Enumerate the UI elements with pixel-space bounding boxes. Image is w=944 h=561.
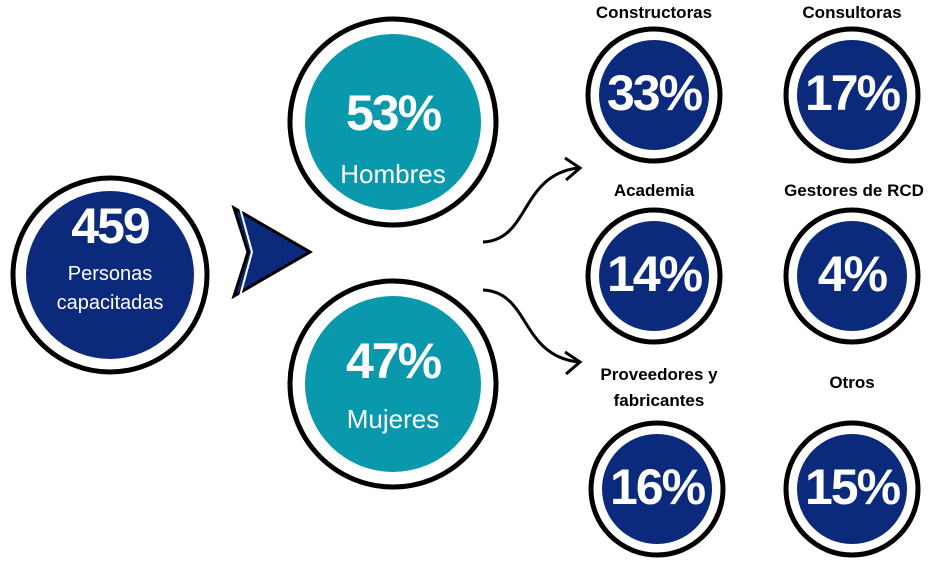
arrows [482, 156, 583, 376]
sector-value: 33% [606, 65, 703, 121]
sector-value: 16% [609, 459, 706, 515]
gender-label: Mujeres [346, 404, 440, 434]
sector-label: Consultoras [802, 3, 902, 22]
sector-label: Otros [829, 373, 875, 392]
total-value: 459 [71, 198, 150, 254]
women-circle [287, 278, 499, 490]
sector-value: 17% [804, 65, 901, 121]
sector-label: Academia [613, 181, 695, 200]
sector-circles [585, 26, 921, 558]
total-circle [10, 175, 210, 375]
sector-label: Gestores de RCD [784, 181, 924, 200]
men-circle [287, 16, 499, 228]
sector-label: Proveedores y fabricantes [600, 365, 718, 411]
gender-value: 47% [345, 333, 442, 389]
sector-label: Constructoras [595, 3, 713, 22]
chevron [231, 204, 318, 300]
sector-value: 4% [817, 246, 888, 302]
gender-value: 53% [345, 85, 442, 141]
total-label: Personas capacitadas [56, 263, 164, 314]
gender-label: Hombres [340, 159, 446, 189]
sector-value: 14% [606, 246, 703, 302]
sector-value: 15% [804, 459, 901, 515]
